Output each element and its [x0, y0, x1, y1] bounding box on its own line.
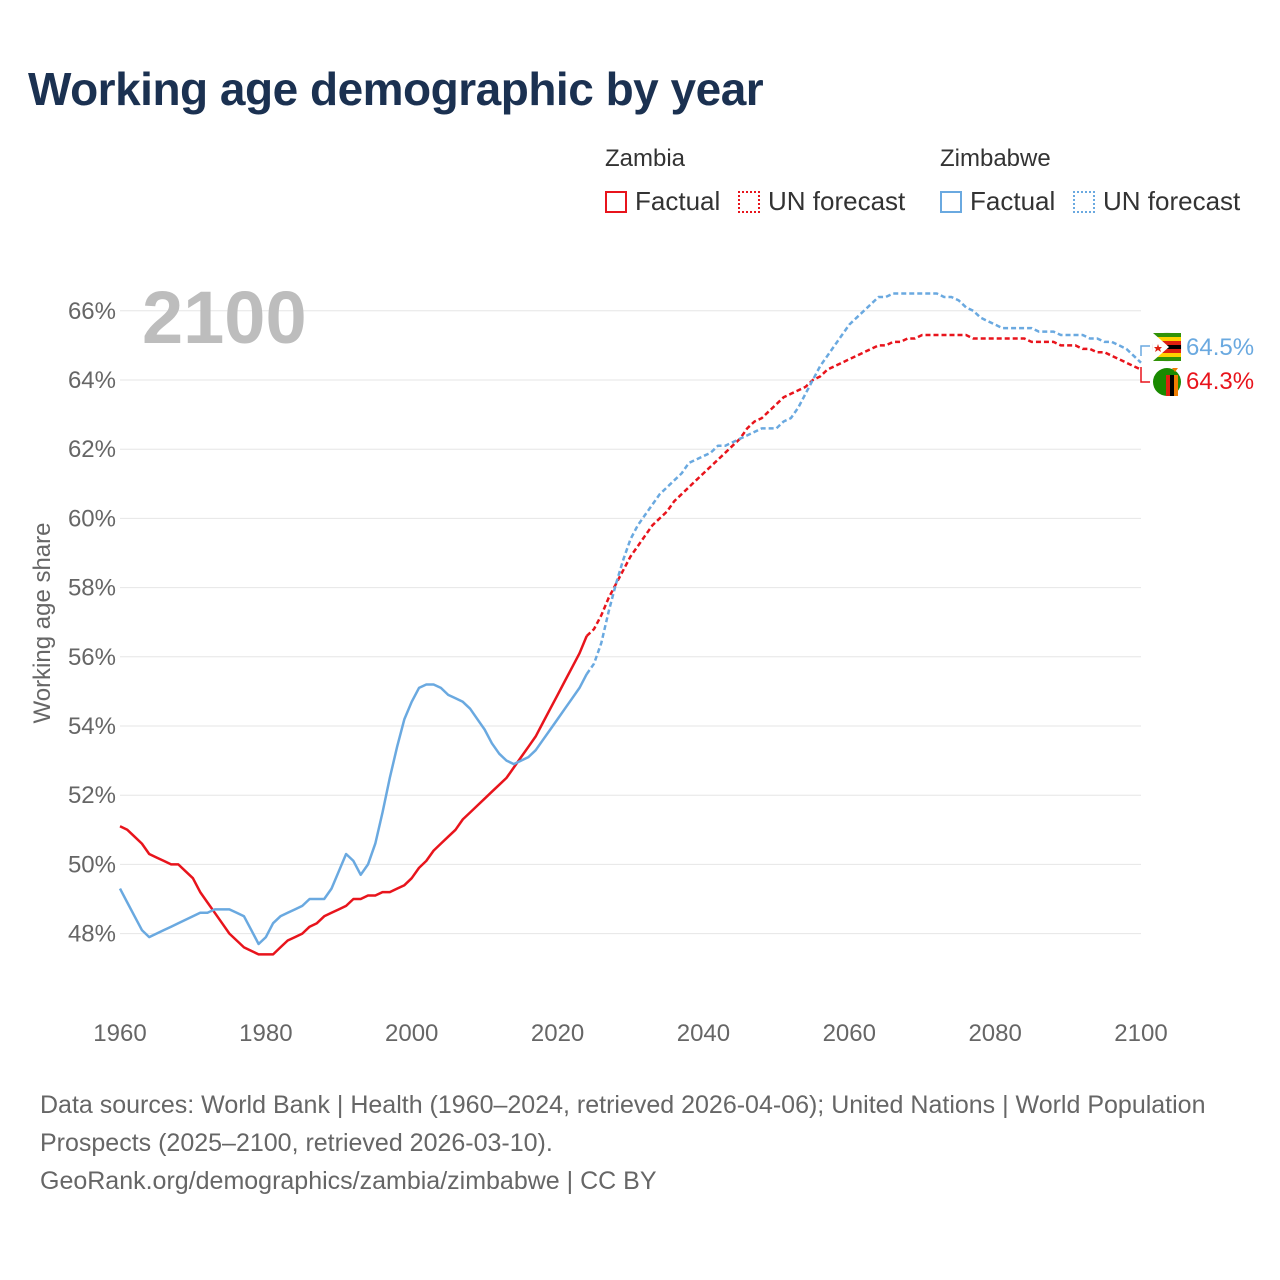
zambia-end-connector: [1140, 367, 1150, 383]
x-tick-label: 2020: [531, 1020, 584, 1047]
y-tick-label: 50%: [68, 851, 116, 878]
y-tick-label: 58%: [68, 575, 116, 602]
legend-label: Factual: [635, 186, 721, 216]
sources-line-1: Data sources: World Bank | Health (1960–…: [40, 1091, 1206, 1157]
legend-group-zimbabwe: Zimbabwe: [940, 145, 1051, 172]
zimbabwe-end-label: 64.5%: [1186, 334, 1254, 361]
data-sources: Data sources: World Bank | Health (1960–…: [40, 1086, 1220, 1200]
legend-zimbabwe-factual[interactable]: Factual: [940, 186, 1055, 217]
series-zimbabwe-forecast: [585, 292, 1142, 675]
x-tick-label: 2100: [1114, 1020, 1167, 1047]
series-zambia-factual: [119, 635, 588, 956]
legend-zambia-factual[interactable]: Factual: [605, 186, 720, 217]
gridlines: [120, 310, 1141, 935]
line-chart: 2100 48% 50% 52% 54% 56% 58% 60% 62% 64% 66% 1960…: [29, 276, 1254, 1047]
y-tick-label: 54%: [68, 713, 116, 740]
legend-label: UN forecast: [1103, 186, 1241, 216]
chart-title: Working age demographic by year: [28, 63, 764, 115]
legend-label: UN forecast: [768, 186, 906, 216]
x-tick-label: 1980: [239, 1020, 292, 1047]
y-tick-label: 60%: [68, 505, 116, 532]
year-watermark: 2100: [142, 276, 307, 359]
legend-swatch-solid: [940, 190, 962, 213]
series-lines: [118, 292, 1142, 956]
legend-label: Factual: [970, 186, 1056, 216]
y-tick-label: 52%: [68, 782, 116, 809]
y-axis-label: Working age share: [29, 523, 56, 724]
series-zambia-forecast: [585, 333, 1142, 637]
x-tick-labels: 1960 1980 2000 2020 2040 2060 2080 2100: [93, 1020, 1167, 1047]
x-tick-label: 2000: [385, 1020, 438, 1047]
zimbabwe-end-connector: [1140, 345, 1150, 356]
legend-zimbabwe-forecast[interactable]: UN forecast: [1073, 186, 1240, 217]
y-tick-label: 62%: [68, 436, 116, 463]
y-tick-labels: 48% 50% 52% 54% 56% 58% 60% 62% 64% 66%: [68, 298, 116, 948]
sources-line-2[interactable]: GeoRank.org/demographics/zambia/zimbabwe…: [40, 1167, 657, 1195]
series-zimbabwe-factual: [118, 673, 588, 946]
y-tick-label: 56%: [68, 644, 116, 671]
x-tick-label: 2080: [968, 1020, 1021, 1047]
y-tick-label: 64%: [68, 367, 116, 394]
x-tick-label: 2040: [677, 1020, 730, 1047]
y-tick-label: 66%: [68, 298, 116, 325]
zambia-end-label: 64.3%: [1186, 368, 1254, 395]
x-tick-label: 1960: [93, 1020, 146, 1047]
x-tick-label: 2060: [823, 1020, 876, 1047]
y-tick-label: 48%: [68, 921, 116, 948]
legend-swatch-solid: [605, 190, 627, 213]
legend-swatch-dotted: [738, 190, 760, 213]
legend-zambia-forecast[interactable]: UN forecast: [738, 186, 905, 217]
legend-swatch-dotted: [1073, 190, 1095, 213]
legend-group-zambia: Zambia: [605, 145, 686, 172]
zimbabwe-flag-icon: [1152, 332, 1182, 362]
zambia-flag-icon: [1153, 368, 1181, 396]
